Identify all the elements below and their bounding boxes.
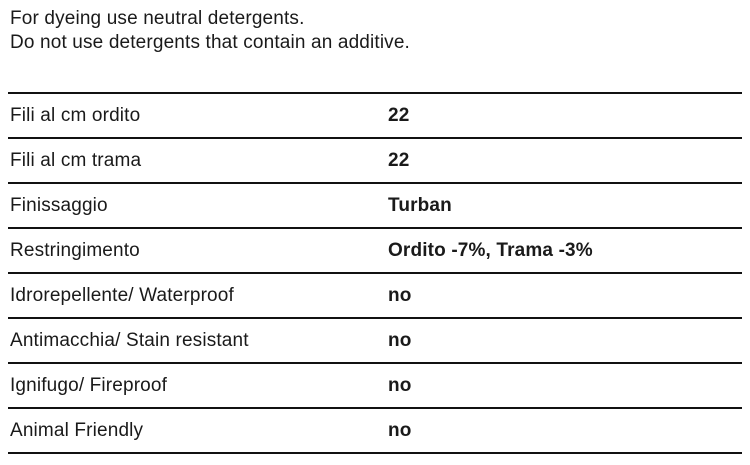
spec-value: 22 [388,150,410,171]
spec-value: no [388,375,412,396]
spec-row-fili-al-cm-ordito: Fili al cm ordito 22 [8,92,742,137]
spec-label: Fili al cm trama [10,150,142,171]
spec-row-fili-al-cm-trama: Fili al cm trama 22 [8,137,742,182]
spec-label: Finissaggio [10,195,108,216]
spec-row-idrorepellente-waterproof: Idrorepellente/ Waterproof no [8,272,742,317]
spec-label: Idrorepellente/ Waterproof [10,285,234,306]
spec-value: Turban [388,195,452,216]
care-note-line-2: Do not use detergents that contain an ad… [10,32,410,53]
spec-label: Restringimento [10,240,140,261]
spec-value: no [388,330,412,351]
spec-label: Animal Friendly [10,420,144,441]
care-note-line-1: For dyeing use neutral detergents. [10,8,305,29]
spec-row-restringimento: Restringimento Ordito -7%, Trama -3% [8,227,742,272]
spec-row-antimacchia-stain-resistant: Antimacchia/ Stain resistant no [8,317,742,362]
spec-label: Antimacchia/ Stain resistant [10,330,249,351]
care-notes: For dyeing use neutral detergents. Do no… [10,7,410,55]
spec-value: no [388,285,412,306]
spec-row-animal-friendly: Animal Friendly no [8,407,742,452]
spec-table: Fili al cm ordito 22 Fili al cm trama 22… [8,92,742,454]
spec-row-finissaggio: Finissaggio Turban [8,182,742,227]
spec-value: 22 [388,105,410,126]
spec-label: Fili al cm ordito [10,105,141,126]
spec-value: Ordito -7%, Trama -3% [388,240,593,261]
spec-row-ignifugo-fireproof: Ignifugo/ Fireproof no [8,362,742,407]
spec-value: no [388,420,412,441]
spec-label: Ignifugo/ Fireproof [10,375,168,396]
